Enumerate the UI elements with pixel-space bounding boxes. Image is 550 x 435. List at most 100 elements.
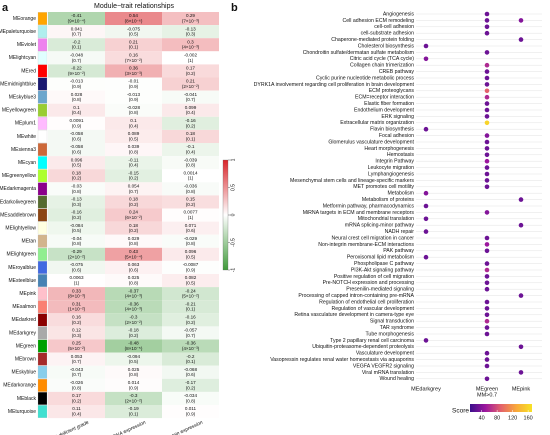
heatmap-cell bbox=[105, 182, 162, 196]
heatmap-cell bbox=[105, 64, 162, 78]
heatmap-cell bbox=[162, 182, 219, 196]
y-tick-label: Mesenchymal stem cells and lineage-speci… bbox=[290, 178, 414, 184]
heatmap-cell bbox=[48, 221, 105, 235]
y-tick-label: Metabolism bbox=[387, 191, 414, 197]
cell-p-value: (0.7) bbox=[129, 189, 139, 194]
cell-p-value: (4×10⁻³) bbox=[182, 45, 200, 50]
module-color bbox=[37, 274, 48, 287]
heatmap-cell bbox=[162, 116, 219, 130]
y-tick-label: DYRK1A involvement regarding cell prolif… bbox=[254, 82, 415, 88]
cell-value: -0.013 bbox=[127, 92, 140, 97]
cell-p-value: (0.1) bbox=[129, 412, 139, 417]
cell-value: -0.084 bbox=[70, 223, 83, 228]
colorbar-tick-label: 0.5 bbox=[230, 184, 236, 191]
heatmap-cell bbox=[48, 90, 105, 104]
heatmap-cell bbox=[162, 260, 219, 274]
module-color bbox=[37, 38, 48, 52]
row-label: MEsaddlebrown bbox=[0, 212, 36, 218]
module-color bbox=[37, 143, 48, 156]
cell-p-value: (8×10⁻⁶) bbox=[125, 19, 143, 24]
heatmap-cell bbox=[105, 12, 162, 26]
y-tick-label: Wound healing bbox=[379, 376, 414, 382]
heatmap-cell bbox=[48, 339, 105, 353]
module-color bbox=[37, 221, 48, 235]
cell-value: -0.2 bbox=[73, 39, 81, 44]
heatmap-cell bbox=[105, 38, 162, 52]
cell-p-value: (0.7) bbox=[72, 372, 82, 377]
module-color bbox=[37, 234, 48, 248]
dot bbox=[518, 18, 524, 23]
dot bbox=[484, 69, 490, 74]
cell-p-value: (9×10⁻⁴) bbox=[68, 19, 86, 24]
cell-value: 0.0063 bbox=[69, 275, 83, 280]
heatmap-cell bbox=[48, 247, 105, 261]
module-color bbox=[37, 392, 48, 405]
y-tick-label: Lymphangiogenesis bbox=[368, 171, 414, 177]
dot bbox=[484, 312, 490, 318]
cell-value: -0.028 bbox=[127, 105, 140, 110]
dot bbox=[423, 190, 429, 196]
y-tick-label: Phospholipase C pathway bbox=[354, 261, 414, 267]
cell-p-value: (1) bbox=[188, 58, 194, 63]
y-tick-label: Vasculature development bbox=[356, 351, 415, 357]
cell-value: 0.17 bbox=[186, 66, 195, 71]
cell-p-value: (0.8) bbox=[186, 398, 196, 403]
cell-p-value: (0.8) bbox=[129, 372, 139, 377]
heatmap-cell bbox=[105, 326, 162, 340]
cell-p-value: (0.8) bbox=[72, 189, 82, 194]
y-tick-label: Pre-NOTCH expression and processing bbox=[323, 280, 415, 286]
cell-value: -0.034 bbox=[184, 393, 197, 398]
cell-value: -0.0087 bbox=[183, 262, 199, 267]
cell-p-value: (0.8) bbox=[72, 97, 82, 102]
y-tick-label: Viral mRNA translation bbox=[362, 370, 414, 376]
dot bbox=[484, 242, 490, 247]
heatmap-cell bbox=[48, 405, 105, 419]
cell-value: 0.1 bbox=[73, 105, 80, 110]
y-tick-label: Metabolism of proteins bbox=[362, 197, 415, 203]
cell-value: 0.0077 bbox=[183, 210, 197, 215]
row-label: MEbrown bbox=[15, 356, 36, 362]
heatmap-cell bbox=[105, 208, 162, 222]
heatmap-cell bbox=[105, 116, 162, 130]
cell-value: -0.16 bbox=[185, 118, 196, 123]
y-tick-label: Angiogenesis bbox=[383, 11, 415, 17]
x-tick-label: MEdarkgrey bbox=[411, 386, 441, 392]
heatmap-cell bbox=[105, 300, 162, 314]
heatmap-cell bbox=[162, 221, 219, 235]
heatmap-cell bbox=[48, 156, 105, 170]
dot bbox=[484, 261, 490, 266]
dot bbox=[484, 120, 490, 126]
heatmap-cell bbox=[105, 260, 162, 274]
cell-value: 0.16 bbox=[129, 53, 138, 58]
y-tick-label: Focal adhesion bbox=[379, 133, 414, 139]
row-label: MEmidnightblue bbox=[0, 81, 36, 87]
y-tick-label: Processing of capped intron-containing p… bbox=[298, 293, 414, 299]
y-tick-label: Signal transduction bbox=[370, 319, 414, 325]
cell-value: 0.082 bbox=[185, 275, 197, 280]
y-tick-label: Non-integrin membrane-ECM interactions bbox=[318, 242, 414, 248]
cell-p-value: (0.7) bbox=[186, 333, 196, 338]
dot bbox=[484, 146, 490, 151]
module-color bbox=[37, 365, 48, 379]
legend-title: Score bbox=[452, 408, 469, 415]
cell-p-value: (7×10⁻²) bbox=[125, 58, 143, 63]
row-label: MEplum1 bbox=[15, 121, 36, 127]
row-label: MEdarkgrey bbox=[9, 330, 36, 336]
dot bbox=[484, 274, 490, 279]
row-label: MEviolet bbox=[17, 42, 37, 48]
cell-p-value: (0.2) bbox=[72, 215, 82, 220]
dot bbox=[484, 107, 490, 113]
cell-value: -0.094 bbox=[127, 354, 140, 359]
y-tick-label: Cyclic purine nucleotide metabolic proce… bbox=[316, 75, 414, 81]
cell-value: 0.3 bbox=[187, 39, 194, 44]
heatmap-cell bbox=[162, 234, 219, 248]
heatmap-cell bbox=[105, 129, 162, 143]
heatmap-cell bbox=[162, 38, 219, 52]
heatmap-cell bbox=[162, 208, 219, 222]
cell-value: 0.12 bbox=[72, 328, 81, 333]
y-tick-label: Tube morphogenesis bbox=[365, 331, 414, 337]
module-color bbox=[37, 379, 48, 392]
colorbar-tick-label: 0 bbox=[230, 213, 236, 216]
cell-p-value: (0.5) bbox=[186, 281, 196, 286]
column-label: FH protein expression bbox=[157, 420, 204, 435]
